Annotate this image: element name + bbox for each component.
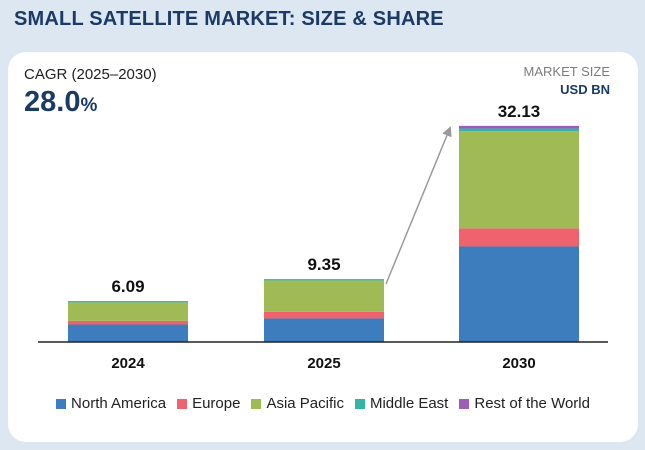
bar-2024-north-america [68, 324, 188, 342]
bar-2024-europe [68, 320, 188, 325]
legend-item-asia-pacific: Asia Pacific [251, 395, 344, 412]
cagr-value: 28.0% [24, 86, 97, 119]
stacked-bar-chart: 6.09 2024 9.35 2025 32.13 2030 [38, 102, 608, 372]
cagr-number: 28.0 [24, 86, 81, 118]
bars-group [68, 125, 579, 342]
total-label-2024: 6.09 [111, 277, 144, 296]
legend-label: North America [71, 395, 167, 412]
legend-item-north-america: North America [56, 395, 166, 412]
legend-swatch [56, 398, 67, 409]
bar-2030-asia-pacific [459, 131, 579, 229]
chart-card: CAGR (2025–2030) 28.0% MARKET SIZE USD B… [8, 52, 638, 442]
bar-2025-europe [264, 311, 384, 319]
legend-label: Europe [192, 395, 241, 412]
bar-2024-middle-east [68, 301, 188, 303]
bar-2024-rest-of-the-world [68, 301, 188, 302]
legend-label: Asia Pacific [266, 395, 344, 412]
x-tick-label-2025: 2025 [307, 355, 340, 372]
total-label-2030: 32.13 [498, 102, 541, 121]
x-tick-label-2024: 2024 [111, 355, 145, 372]
cagr-label: CAGR (2025–2030) [24, 66, 157, 83]
legend-label: Middle East [369, 395, 449, 412]
bar-2025-asia-pacific [264, 280, 384, 312]
labels-group: 6.09 2024 9.35 2025 32.13 2030 [111, 102, 540, 372]
bar-2030-rest-of-the-world [459, 125, 579, 129]
cagr-unit: % [80, 95, 98, 116]
legend-item-middle-east: Middle East [354, 395, 449, 412]
x-tick-label-2030: 2030 [502, 355, 535, 372]
legend-swatch [251, 398, 262, 409]
legend-item-rest-of-the-world: Rest of the World [459, 395, 590, 412]
bar-2030-middle-east [459, 128, 579, 132]
bar-2030-europe [459, 228, 579, 247]
legend: North America Europe Asia Pacific Middle Ea… [8, 395, 638, 412]
bar-2024-asia-pacific [68, 302, 188, 321]
legend-label: Rest of the World [474, 395, 590, 412]
bar-2030-north-america [459, 246, 579, 342]
bar-2025-middle-east [264, 279, 384, 281]
market-size-unit: USD BN [560, 82, 610, 97]
legend-swatch [354, 398, 365, 409]
market-size-label: MARKET SIZE [523, 64, 610, 79]
legend-swatch [177, 398, 188, 409]
bar-2025-north-america [264, 318, 384, 342]
page-title: SMALL SATELLITE MARKET: SIZE & SHARE [14, 8, 444, 30]
bar-2025-rest-of-the-world [264, 279, 384, 280]
legend-swatch [459, 398, 470, 409]
legend-item-europe: Europe [177, 395, 240, 412]
total-label-2025: 9.35 [307, 255, 340, 274]
growth-arrow [385, 126, 452, 285]
